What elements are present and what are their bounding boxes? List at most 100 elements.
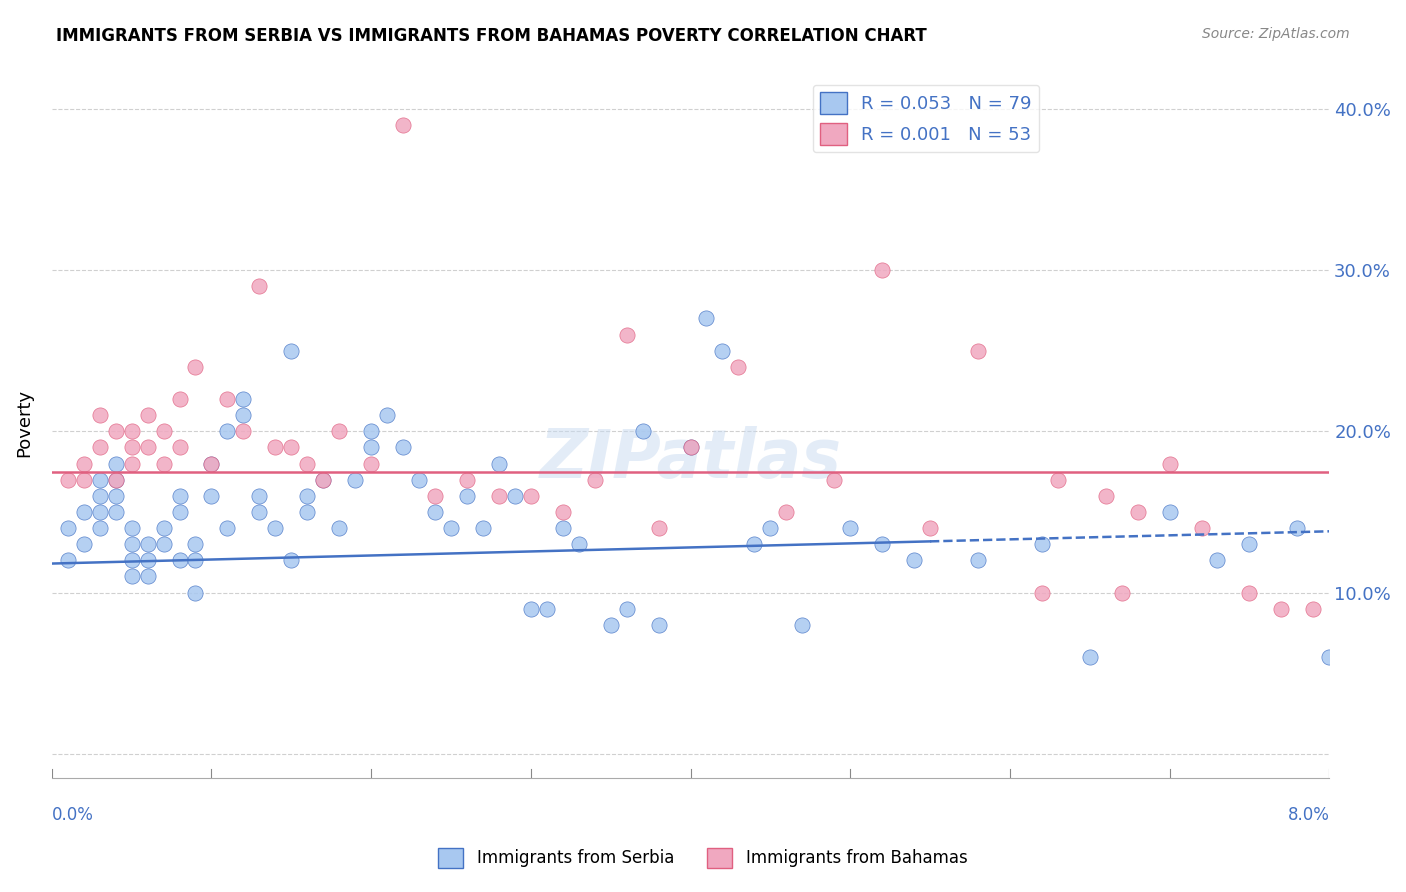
- Point: [89, 473, 111, 487]
- Point: [297, 489, 319, 503]
- Point: [73, 505, 96, 519]
- Point: [375, 408, 398, 422]
- Point: [184, 553, 207, 567]
- Point: [423, 505, 446, 519]
- Point: [583, 473, 606, 487]
- Point: [408, 473, 430, 487]
- Point: [104, 489, 127, 503]
- Point: [1317, 650, 1340, 665]
- Point: [136, 441, 159, 455]
- Point: [1046, 473, 1069, 487]
- Point: [169, 553, 191, 567]
- Point: [456, 489, 478, 503]
- Point: [759, 521, 782, 535]
- Point: [870, 263, 893, 277]
- Point: [121, 425, 143, 439]
- Point: [616, 601, 638, 615]
- Point: [631, 425, 654, 439]
- Point: [89, 408, 111, 422]
- Point: [169, 505, 191, 519]
- Point: [360, 457, 382, 471]
- Point: [423, 489, 446, 503]
- Point: [1078, 650, 1101, 665]
- Point: [217, 521, 239, 535]
- Legend: R = 0.053   N = 79, R = 0.001   N = 53: R = 0.053 N = 79, R = 0.001 N = 53: [813, 85, 1039, 153]
- Point: [328, 425, 350, 439]
- Point: [344, 473, 367, 487]
- Point: [1031, 585, 1053, 599]
- Point: [152, 425, 174, 439]
- Point: [679, 441, 702, 455]
- Point: [711, 343, 734, 358]
- Point: [104, 505, 127, 519]
- Point: [247, 279, 270, 293]
- Point: [1286, 521, 1309, 535]
- Point: [616, 327, 638, 342]
- Point: [551, 521, 574, 535]
- Point: [775, 505, 797, 519]
- Point: [121, 457, 143, 471]
- Point: [360, 425, 382, 439]
- Legend: Immigrants from Serbia, Immigrants from Bahamas: Immigrants from Serbia, Immigrants from …: [432, 841, 974, 875]
- Point: [1302, 601, 1324, 615]
- Point: [360, 441, 382, 455]
- Point: [217, 425, 239, 439]
- Point: [647, 521, 669, 535]
- Point: [1111, 585, 1133, 599]
- Point: [247, 489, 270, 503]
- Point: [280, 441, 302, 455]
- Point: [1239, 537, 1261, 551]
- Point: [870, 537, 893, 551]
- Point: [1031, 537, 1053, 551]
- Point: [56, 521, 79, 535]
- Point: [503, 489, 526, 503]
- Point: [136, 553, 159, 567]
- Point: [232, 425, 254, 439]
- Point: [1270, 601, 1292, 615]
- Point: [200, 457, 222, 471]
- Point: [520, 601, 543, 615]
- Point: [967, 553, 990, 567]
- Point: [1159, 457, 1181, 471]
- Point: [184, 585, 207, 599]
- Text: ZIPatlas: ZIPatlas: [540, 425, 842, 491]
- Point: [280, 553, 302, 567]
- Point: [152, 457, 174, 471]
- Point: [217, 392, 239, 406]
- Point: [56, 553, 79, 567]
- Point: [727, 359, 749, 374]
- Text: 8.0%: 8.0%: [1288, 806, 1329, 824]
- Point: [744, 537, 766, 551]
- Point: [121, 521, 143, 535]
- Point: [56, 473, 79, 487]
- Point: [471, 521, 494, 535]
- Text: IMMIGRANTS FROM SERBIA VS IMMIGRANTS FROM BAHAMAS POVERTY CORRELATION CHART: IMMIGRANTS FROM SERBIA VS IMMIGRANTS FRO…: [56, 27, 927, 45]
- Point: [312, 473, 335, 487]
- Point: [1094, 489, 1116, 503]
- Point: [136, 537, 159, 551]
- Point: [104, 457, 127, 471]
- Point: [121, 553, 143, 567]
- Point: [823, 473, 845, 487]
- Point: [392, 118, 415, 132]
- Point: [169, 489, 191, 503]
- Point: [104, 425, 127, 439]
- Point: [1159, 505, 1181, 519]
- Point: [232, 392, 254, 406]
- Point: [568, 537, 591, 551]
- Text: 0.0%: 0.0%: [52, 806, 94, 824]
- Point: [488, 457, 510, 471]
- Point: [903, 553, 925, 567]
- Point: [647, 617, 669, 632]
- Point: [695, 311, 717, 326]
- Point: [599, 617, 621, 632]
- Point: [121, 537, 143, 551]
- Point: [136, 569, 159, 583]
- Point: [679, 441, 702, 455]
- Point: [297, 457, 319, 471]
- Point: [792, 617, 814, 632]
- Point: [918, 521, 941, 535]
- Point: [104, 473, 127, 487]
- Point: [328, 521, 350, 535]
- Point: [121, 441, 143, 455]
